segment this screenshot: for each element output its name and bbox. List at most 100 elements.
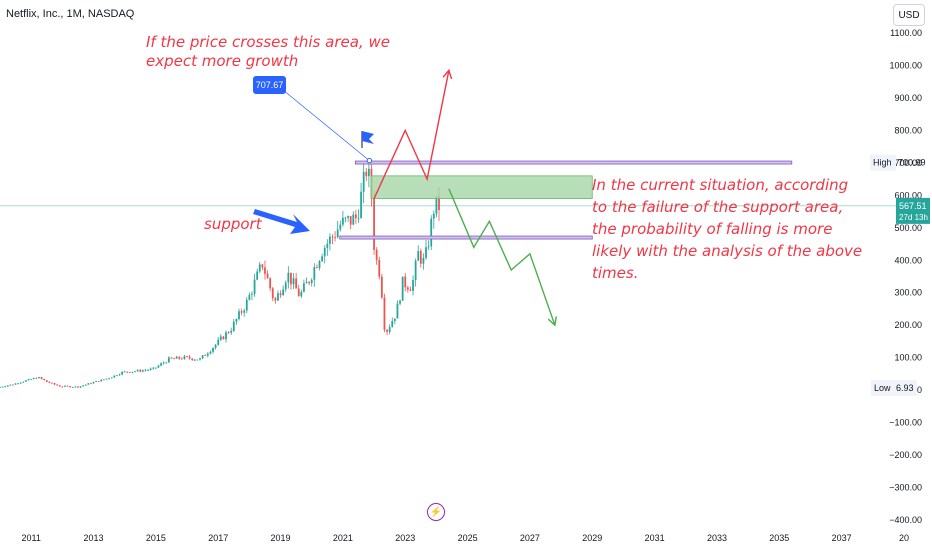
candle-body xyxy=(134,371,136,373)
candle-body xyxy=(414,260,417,280)
currency-button[interactable]: USD xyxy=(893,4,925,26)
candle-body xyxy=(339,224,342,230)
candle-body xyxy=(360,191,362,218)
lightning-icon[interactable]: ⚡ xyxy=(427,503,445,521)
analysis-note: In the current situation, according to t… xyxy=(592,176,863,282)
candle-body xyxy=(74,386,77,388)
candle-body xyxy=(178,356,181,359)
candle-body xyxy=(82,385,85,387)
candle-body xyxy=(230,330,233,333)
y-tick-label: −300.00 xyxy=(889,483,922,493)
candle-body xyxy=(256,271,259,280)
candle-body xyxy=(27,379,30,381)
candle-body xyxy=(19,382,22,384)
candle-body xyxy=(154,367,157,369)
y-tick-label: 1000.00 xyxy=(889,60,922,70)
candle-body xyxy=(406,287,409,290)
flag-icon xyxy=(362,131,374,144)
candle-body xyxy=(225,332,227,340)
y-tick-label: −400.00 xyxy=(889,515,922,525)
candle-body xyxy=(245,299,248,311)
candle-body xyxy=(193,359,196,361)
candle-body xyxy=(128,372,131,373)
candle-body xyxy=(266,273,269,279)
candle-body xyxy=(378,259,381,277)
y-tick-label: 100.00 xyxy=(894,353,922,363)
candle-body xyxy=(331,236,334,238)
candle-body xyxy=(204,355,207,357)
candle-body xyxy=(357,217,360,219)
candle-body xyxy=(375,249,378,260)
candle-body xyxy=(318,261,321,268)
candle-body xyxy=(282,289,285,296)
y-tick-label: 900.00 xyxy=(894,93,922,103)
candle-body xyxy=(25,380,27,382)
y-tick-label: −200.00 xyxy=(889,450,922,460)
x-tick-label: 2023 xyxy=(395,533,415,543)
candle-body xyxy=(438,196,440,210)
candle-body xyxy=(354,214,357,219)
overlays: 707.67 xyxy=(0,68,896,327)
candle-body xyxy=(9,384,12,386)
candle-body xyxy=(373,197,375,250)
x-tick-label: 2033 xyxy=(707,533,727,543)
candle-body xyxy=(399,300,401,304)
candle-body xyxy=(401,276,404,301)
candle-body xyxy=(123,371,126,373)
support-level xyxy=(339,235,593,240)
candle-body xyxy=(12,384,14,386)
forecast-down-arrow-head xyxy=(547,316,558,327)
candle-body xyxy=(362,171,365,192)
chart-title: Netflix, Inc., 1M, NASDAQ xyxy=(6,8,135,20)
candle-body xyxy=(87,383,90,385)
candle-body xyxy=(352,214,355,225)
high-badge xyxy=(870,154,896,171)
candle-body xyxy=(147,369,149,371)
candle-body xyxy=(430,218,433,247)
candle-body xyxy=(201,355,204,359)
x-tick-label: 2019 xyxy=(271,533,291,543)
candle-body xyxy=(419,251,422,264)
candle-body xyxy=(22,381,25,383)
candle-body xyxy=(32,377,35,380)
candle-body xyxy=(69,386,72,388)
low-badge xyxy=(871,379,917,396)
candle-body xyxy=(103,379,105,381)
candle-body xyxy=(126,371,129,373)
candle-body xyxy=(157,365,160,368)
candle-body xyxy=(118,374,121,376)
low-value: 6.93 xyxy=(896,383,914,393)
candle-body xyxy=(113,375,116,378)
resistance-zone xyxy=(370,175,593,199)
price-callout-text: 707.67 xyxy=(256,80,284,90)
candle-body xyxy=(238,311,240,320)
candle-body xyxy=(188,356,191,359)
y-tick-label: 600.00 xyxy=(894,190,922,200)
candle-body xyxy=(380,276,383,298)
candle-body xyxy=(308,281,311,284)
high-value: 700.99 xyxy=(898,158,926,168)
forecast-up-arrow-head xyxy=(442,68,453,80)
candle-body xyxy=(326,243,329,248)
candle-body xyxy=(186,356,188,357)
candle-body xyxy=(341,217,344,225)
candle-body xyxy=(77,386,79,388)
candle-body xyxy=(422,257,425,264)
candle-body xyxy=(212,347,214,352)
candle-body xyxy=(6,385,9,387)
candle-body xyxy=(303,283,305,292)
x-tick-label: 2013 xyxy=(84,533,104,543)
y-tick-label: 700.00 xyxy=(894,158,922,168)
candle-body xyxy=(180,358,183,360)
candle-body xyxy=(279,293,282,296)
x-tick-label: 2035 xyxy=(769,533,789,543)
candle-body xyxy=(412,279,414,291)
candle-body xyxy=(149,368,152,370)
candle-body xyxy=(269,278,272,289)
candle-body xyxy=(191,358,194,361)
candle-body xyxy=(404,276,407,288)
candle-body xyxy=(287,272,290,283)
candle-body xyxy=(53,383,56,385)
candle-body xyxy=(248,294,251,300)
